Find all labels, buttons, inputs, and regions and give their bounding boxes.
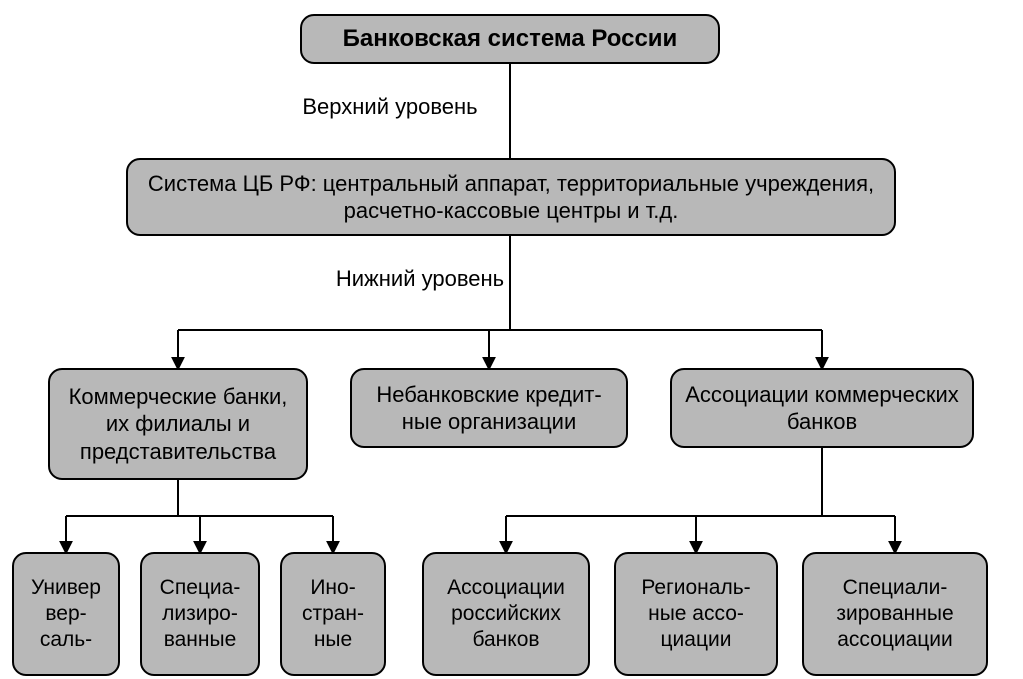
node-arb: Ассоциации российских банков xyxy=(422,552,590,676)
node-nko: Небанковские кредит­ные организации xyxy=(350,368,628,448)
diagram-canvas: Банковская система России Система ЦБ РФ: … xyxy=(0,0,1023,679)
node-root: Банковская система России xyxy=(300,14,720,64)
node-text-root: Банковская система России xyxy=(343,24,678,54)
label-text-bottom_level: Нижний уровень xyxy=(336,266,504,291)
node-text-cb: Система ЦБ РФ: центральный аппарат, терр… xyxy=(138,170,884,225)
node-spass: Специали­зированные ассоциации xyxy=(802,552,988,676)
node-text-spec: Специа­лизиро­ванные xyxy=(152,575,248,654)
label-top_level: Верхний уровень xyxy=(280,94,500,120)
node-reg: Региональ­ные ассо­циации xyxy=(614,552,778,676)
label-text-top_level: Верхний уровень xyxy=(302,94,477,119)
node-cb: Система ЦБ РФ: центральный аппарат, терр… xyxy=(126,158,896,236)
node-text-univ: Универ вер­саль- xyxy=(24,575,108,654)
node-text-spass: Специали­зированные ассоциации xyxy=(814,575,976,654)
node-text-assoc: Ассоциации коммерче­ских банков xyxy=(682,381,962,436)
node-spec: Специа­лизиро­ванные xyxy=(140,552,260,676)
node-ino: Ино­стран­ные xyxy=(280,552,386,676)
node-univ: Универ вер­саль- xyxy=(12,552,120,676)
node-assoc: Ассоциации коммерче­ских банков xyxy=(670,368,974,448)
node-text-ino: Ино­стран­ные xyxy=(292,575,374,654)
label-bottom_level: Нижний уровень xyxy=(310,266,530,292)
node-komm: Коммерческие банки, их филиалы и предста… xyxy=(48,368,308,480)
node-text-reg: Региональ­ные ассо­циации xyxy=(626,575,766,654)
node-text-nko: Небанковские кредит­ные организации xyxy=(362,381,616,436)
node-text-arb: Ассоциации российских банков xyxy=(434,575,578,654)
node-text-komm: Коммерческие банки, их филиалы и предста… xyxy=(60,383,296,466)
